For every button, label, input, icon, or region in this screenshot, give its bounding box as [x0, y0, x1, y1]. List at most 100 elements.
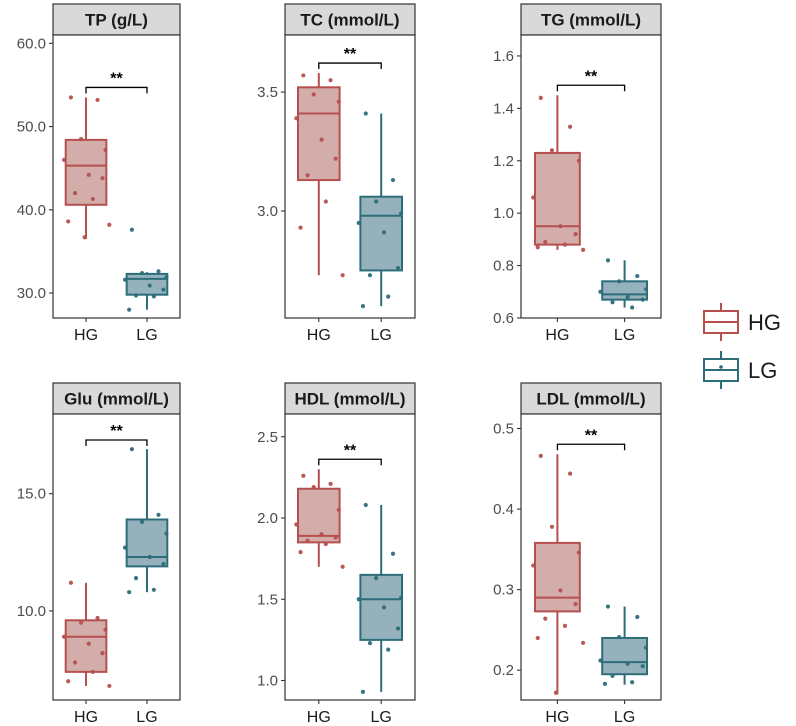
data-point [598, 289, 603, 294]
box-iqr [297, 86, 341, 182]
data-point [294, 116, 299, 121]
significance-label: ** [110, 423, 123, 440]
data-point [122, 277, 128, 282]
data-point [576, 550, 581, 555]
data-point [95, 615, 100, 621]
data-point [381, 605, 387, 610]
y-tick-label: 10.0 [17, 603, 46, 620]
y-tick-label: 1.5 [257, 591, 278, 608]
legend-entry-LG: LG [703, 351, 777, 389]
data-point [68, 580, 74, 585]
box-iqr [125, 518, 169, 568]
y-tick-label: 2.5 [257, 429, 278, 446]
data-point [625, 294, 630, 300]
y-tick-label: 2.0 [257, 510, 278, 527]
data-point [543, 616, 548, 621]
panel-strip [52, 3, 181, 36]
significance-label: ** [110, 70, 123, 87]
data-point [558, 224, 563, 229]
data-point [78, 620, 84, 625]
data-point [531, 563, 536, 568]
data-point [95, 97, 100, 103]
data-point [328, 78, 333, 83]
data-point [133, 293, 139, 298]
significance-label: ** [585, 68, 598, 85]
data-point [605, 258, 611, 263]
data-point [630, 680, 635, 685]
box-iqr [534, 151, 581, 246]
data-point [381, 230, 387, 235]
data-point [374, 576, 379, 581]
data-point [323, 541, 328, 547]
data-point [298, 225, 303, 230]
data-point [61, 157, 67, 162]
data-point [630, 305, 635, 310]
data-point [151, 587, 156, 592]
y-tick-label: 3.0 [257, 203, 278, 220]
data-point [390, 177, 396, 183]
data-point [66, 679, 71, 684]
data-point [103, 627, 108, 632]
y-tick-label: 0.6 [493, 310, 514, 327]
data-point [151, 294, 156, 299]
data-point [625, 661, 630, 666]
data-point [161, 561, 166, 567]
significance-bracket [556, 84, 626, 92]
y-tick-label: 0.8 [493, 258, 514, 275]
data-point [305, 538, 310, 543]
panel-title: LDL (mmol/L) [536, 390, 645, 409]
x-tick-label: LG [614, 327, 635, 344]
data-point [301, 473, 306, 478]
data-point [107, 683, 112, 689]
data-point [301, 73, 306, 78]
data-point [535, 245, 540, 250]
panel-3: TG (mmol/L) 0.6 0.8 1.0 1.2 1.4 1.6 HG LG ** [493, 3, 662, 344]
x-tick-label: HG [545, 709, 569, 726]
legend-label: HG [748, 310, 781, 335]
data-point [549, 148, 555, 153]
significance-label: ** [585, 427, 598, 444]
y-tick-label: 0.5 [493, 421, 514, 438]
data-point [635, 614, 640, 620]
box-iqr [534, 541, 581, 613]
data-point [605, 604, 611, 609]
data-point [610, 300, 615, 305]
x-tick-label: HG [307, 709, 331, 726]
y-tick-label: 1.6 [493, 48, 514, 65]
y-tick-label: 30.0 [17, 285, 46, 302]
data-point [333, 156, 338, 161]
x-tick-label: HG [545, 327, 569, 344]
box-iqr [601, 636, 649, 676]
data-point [86, 641, 91, 646]
panel-title: TC (mmol/L) [300, 11, 399, 30]
data-point [129, 447, 134, 452]
data-point [147, 554, 152, 560]
panel-title: Glu (mmol/L) [64, 390, 169, 409]
significance-label: ** [344, 442, 357, 459]
panel-title: HDL (mmol/L) [294, 390, 405, 409]
data-point [640, 297, 645, 302]
data-point [127, 307, 132, 312]
data-point [323, 199, 328, 204]
data-point [311, 485, 316, 490]
x-tick-label: LG [136, 709, 157, 726]
box-iqr [297, 487, 341, 544]
data-point [531, 195, 536, 200]
data-point [122, 545, 128, 550]
data-point [573, 602, 578, 607]
data-point [100, 176, 105, 181]
significance-bracket [318, 458, 382, 466]
data-point [294, 522, 299, 527]
panel-title: TP (g/L) [85, 11, 148, 30]
data-point [399, 595, 404, 600]
data-point [363, 111, 368, 116]
x-tick-label: HG [307, 327, 331, 344]
data-point [127, 590, 132, 595]
box-HG [531, 95, 586, 252]
box-HG [294, 73, 345, 278]
data-point [328, 481, 333, 486]
data-point [139, 519, 145, 524]
x-tick-label: HG [74, 709, 98, 726]
box-iqr [64, 619, 108, 673]
legend-entry-HG: HG [703, 303, 781, 341]
